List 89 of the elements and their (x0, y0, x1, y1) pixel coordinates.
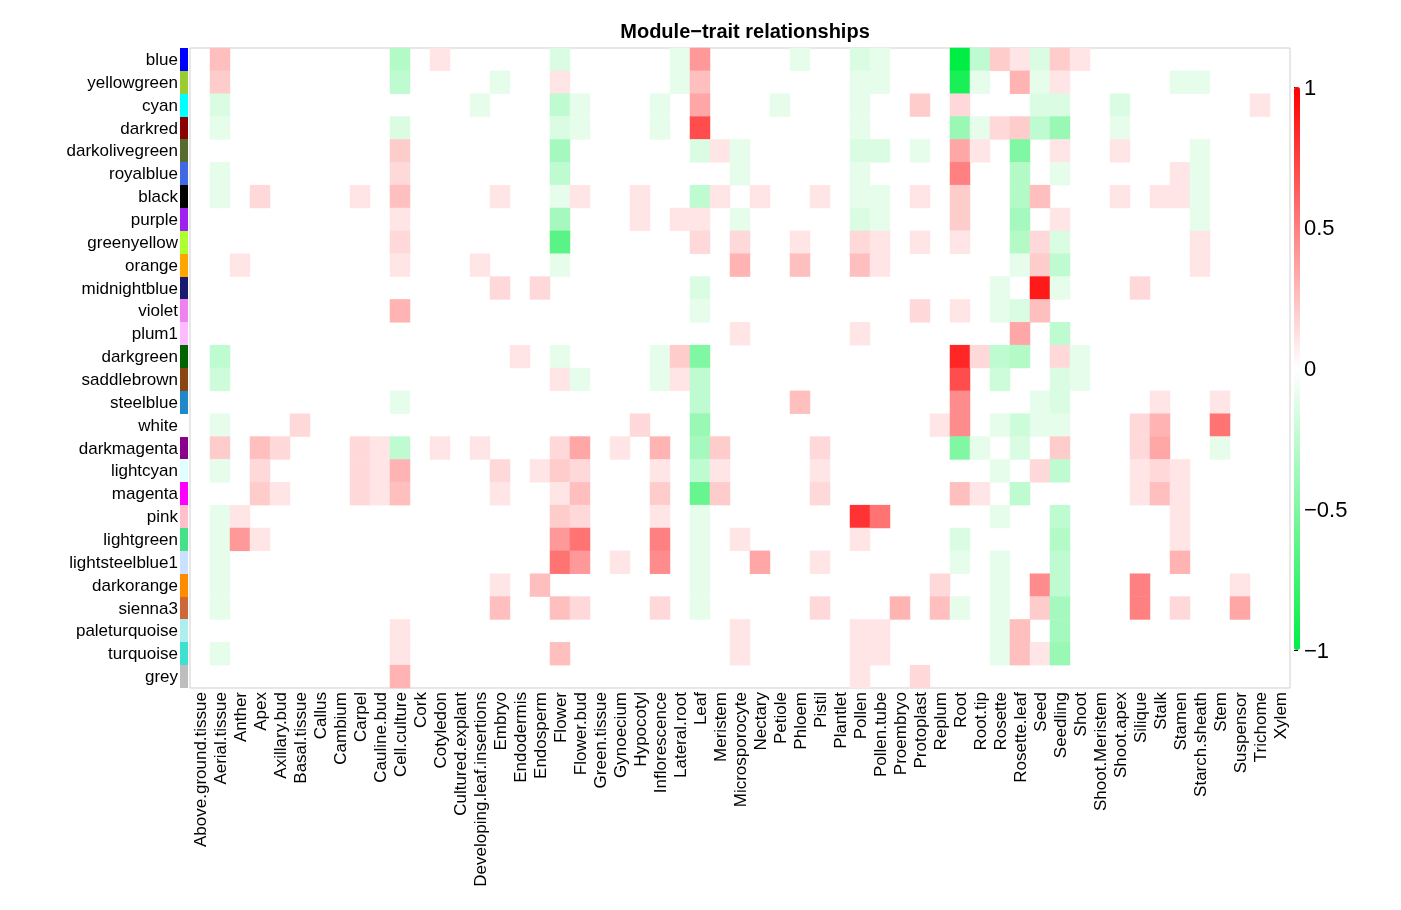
color-bar-label: 0.5 (1304, 215, 1335, 241)
x-tick-label: Nectary (750, 691, 770, 751)
x-tick-label: Shoot.apex (1110, 691, 1130, 779)
x-tick-label: Aerial.tissue (210, 692, 230, 785)
y-tick-label: darkred (120, 118, 178, 138)
x-tick-label: Proembryo (890, 692, 910, 776)
x-tick-label: Stalk (1150, 691, 1170, 730)
x-tick-label: Protoplast (910, 691, 930, 769)
x-tick-label: Rosette (990, 692, 1010, 751)
y-tick-label: greenyellow (87, 232, 179, 252)
x-tick-label: Cork (410, 691, 430, 728)
x-tick-label: Shoot (1070, 691, 1090, 737)
y-tick-label: plum1 (131, 324, 178, 344)
y-tick-label: lightsteelblue1 (69, 552, 178, 572)
x-tick-label: Silique (1130, 692, 1150, 744)
y-tick-label: darkgreen (101, 347, 178, 367)
x-tick-label: Trichome (1250, 692, 1270, 763)
y-tick-label: lightcyan (110, 461, 178, 481)
x-tick-label: Seedling (1050, 692, 1070, 759)
y-tick-label: white (137, 415, 178, 435)
y-tick-label: darkmagenta (78, 438, 179, 458)
x-tick-label: Pistil (810, 692, 830, 728)
x-tick-label: Apex (250, 691, 270, 731)
x-tick-label: Callus (310, 692, 330, 740)
y-tick-label: cyan (142, 95, 178, 115)
x-tick-label: Inflorescence (650, 692, 670, 794)
y-tick-label: midnightblue (81, 278, 178, 298)
x-tick-label: Developing.leaf.insertions (470, 692, 490, 887)
x-tick-label: Embryo (490, 692, 510, 751)
color-bar-label: −0.5 (1304, 496, 1348, 522)
x-tick-label: Leaf (690, 691, 710, 726)
x-tick-label: Phloem (790, 692, 810, 750)
y-tick-label: lightgreen (103, 529, 178, 549)
y-tick-label: orange (125, 255, 178, 275)
y-tick-label: saddlebrown (81, 369, 178, 389)
x-tick-label: Endosperm (530, 692, 550, 779)
x-tick-label: Anther (230, 691, 250, 743)
x-tick-label: Rosette.leaf (1010, 691, 1030, 783)
y-tick-label: blue (145, 49, 178, 69)
x-tick-label: Suspensor (1230, 691, 1250, 774)
y-tick-label: paleturquoise (75, 621, 178, 641)
x-tick-label: Axillary.bud (270, 692, 290, 779)
y-tick-label: turquoise (108, 644, 178, 664)
x-tick-label: Petiole (770, 692, 790, 744)
x-tick-label: Microsporocyte (730, 692, 750, 808)
x-tick-label: Gynoecium (610, 692, 630, 778)
y-tick-label: sienna3 (118, 598, 178, 618)
chart-title: Module−trait relationships (620, 20, 870, 42)
x-tick-label: Lateral.root (670, 691, 690, 778)
x-tick-label: Cotyledon (430, 692, 450, 769)
x-tick-label: Carpel (350, 692, 370, 743)
x-tick-label: Cultured.explant (450, 691, 470, 816)
y-tick-label: steelblue (109, 392, 178, 412)
color-bar-label: −1 (1304, 637, 1330, 663)
y-tick-label: grey (144, 667, 179, 687)
x-tick-label: Shoot.Meristem (1090, 692, 1110, 812)
x-tick-label: Flower (550, 691, 570, 744)
x-tick-label: Cell.culture (390, 692, 410, 778)
y-tick-label: pink (146, 507, 179, 527)
color-bar-label: 1 (1304, 74, 1317, 100)
y-tick-label: royalblue (109, 164, 178, 184)
x-tick-label: Plantlet (830, 691, 850, 749)
x-tick-label: Meristem (710, 692, 730, 762)
y-tick-label: darkolivegreen (66, 141, 178, 161)
x-tick-label: Endodermis (510, 692, 530, 783)
x-tick-label: Cauline.bud (370, 692, 390, 783)
x-tick-label: Basal.tissue (290, 692, 310, 784)
x-tick-label: Xylem (1270, 692, 1290, 740)
x-tick-label: Root.tip (970, 692, 990, 751)
y-tick-label: violet (138, 301, 179, 321)
x-tick-label: Stem (1210, 692, 1230, 732)
x-tick-label: Flower.bud (570, 692, 590, 776)
x-tick-label: Green.tissue (590, 692, 610, 789)
y-tick-label: purple (130, 209, 178, 229)
x-tick-label: Starch.sheath (1190, 692, 1210, 797)
x-tick-label: Pollen (850, 692, 870, 740)
y-tick-label: magenta (111, 484, 179, 504)
x-tick-label: Hypocotyl (630, 692, 650, 767)
x-tick-label: Seed (1030, 692, 1050, 732)
x-tick-label: Pollen.tube (870, 692, 890, 778)
x-tick-label: Stamen (1170, 692, 1190, 751)
y-tick-label: yellowgreen (87, 72, 178, 92)
y-tick-label: darkorange (91, 575, 178, 595)
x-tick-label: Above.ground.tissue (190, 692, 210, 847)
color-bar-label: 0 (1304, 356, 1317, 381)
y-tick-label: black (138, 187, 179, 207)
x-tick-label: Cambium (330, 692, 350, 765)
x-tick-label: Root (950, 691, 970, 728)
x-tick-label: Replum (930, 692, 950, 751)
